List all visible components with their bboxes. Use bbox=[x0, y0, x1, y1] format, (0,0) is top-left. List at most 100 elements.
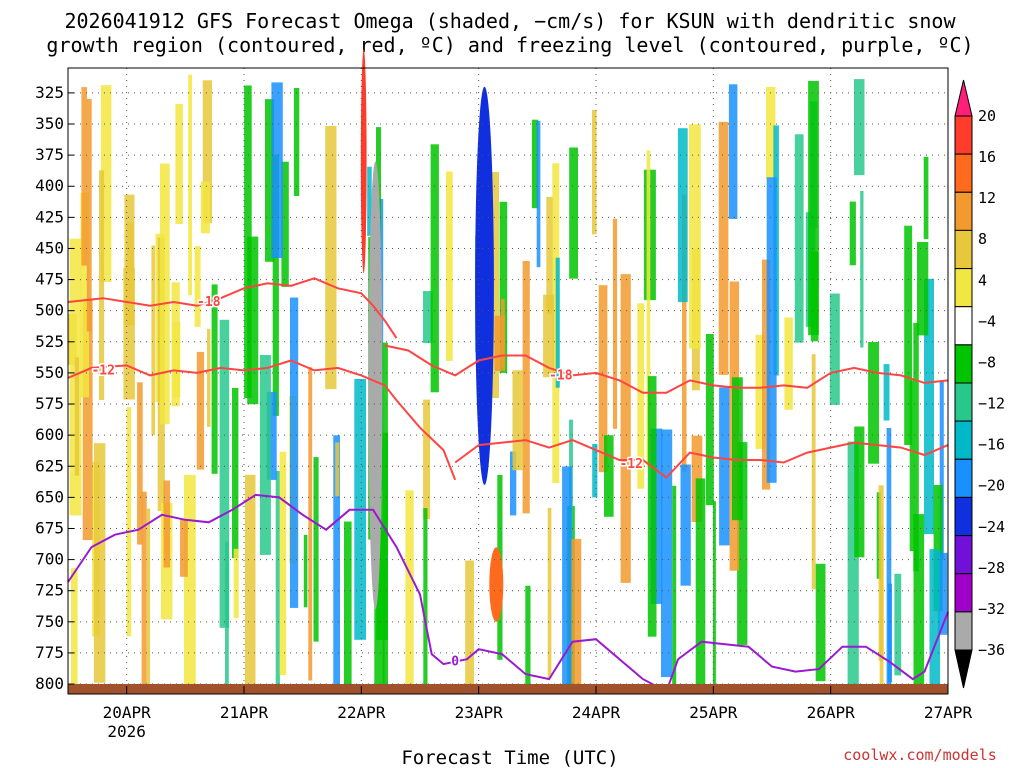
omega-streak bbox=[141, 491, 147, 694]
omega-streak bbox=[878, 485, 884, 661]
omega-streak bbox=[367, 166, 372, 236]
colorbar-label: −12 bbox=[978, 395, 1005, 413]
omega-streak bbox=[924, 278, 934, 535]
colorbar-swatch bbox=[954, 153, 973, 193]
omega-streak bbox=[933, 485, 943, 612]
omega-streak bbox=[123, 267, 135, 400]
omega-streak bbox=[71, 568, 78, 694]
omega-streak bbox=[647, 376, 657, 637]
omega-streak bbox=[175, 103, 183, 224]
omega-streak bbox=[99, 170, 105, 401]
colorbar-label: 4 bbox=[978, 271, 987, 289]
omega-streak bbox=[784, 317, 793, 410]
omega-streak bbox=[680, 464, 691, 586]
colorbar-swatch bbox=[954, 420, 973, 460]
omega-streak bbox=[279, 451, 287, 676]
omega-streak bbox=[531, 119, 539, 209]
chart-title-line2: growth region (contoured, red, ºC) and f… bbox=[46, 33, 973, 57]
omega-streak bbox=[344, 521, 352, 694]
omega-streak bbox=[909, 380, 914, 551]
colorbar-label: 20 bbox=[978, 107, 996, 125]
x-tick-label: 25APR bbox=[689, 703, 738, 722]
y-tick-label: 625 bbox=[35, 456, 64, 475]
omega-streak bbox=[93, 443, 106, 683]
y-tick-label: 575 bbox=[35, 394, 64, 413]
omega-streak bbox=[80, 192, 89, 398]
omega-streak bbox=[672, 485, 677, 694]
omega-streak bbox=[313, 457, 319, 642]
dgz-minus-18-upper bbox=[67, 277, 398, 339]
omega-streak bbox=[247, 236, 259, 405]
x-tick-label: 22APR bbox=[337, 703, 386, 722]
colorbar-swatch bbox=[954, 382, 973, 422]
omega-streak bbox=[200, 181, 210, 234]
colorbar-swatch bbox=[954, 115, 973, 155]
y-tick-label: 525 bbox=[35, 332, 64, 351]
omega-streak bbox=[829, 293, 840, 405]
omega-streak bbox=[171, 282, 180, 407]
omega-streak bbox=[525, 585, 531, 694]
dgz-minus-18-lower-label: -18 bbox=[549, 368, 573, 383]
dgz-minus-18-lower bbox=[384, 344, 949, 394]
omega-streak bbox=[180, 519, 188, 577]
plot-frame bbox=[67, 67, 949, 695]
ascent-core-22apr bbox=[368, 161, 383, 610]
omega-streak bbox=[569, 147, 578, 279]
omega-streak bbox=[522, 261, 530, 514]
omega-streak bbox=[499, 201, 508, 373]
omega-streak bbox=[929, 549, 941, 694]
omega-streak bbox=[86, 98, 92, 332]
colorbar-label: −28 bbox=[978, 559, 1005, 577]
omega-streak bbox=[293, 88, 300, 196]
omega-streak bbox=[207, 328, 211, 427]
omega-streak bbox=[854, 79, 865, 176]
omega-streak bbox=[732, 377, 743, 521]
omega-streak bbox=[303, 534, 308, 608]
colorbar-swatch bbox=[954, 611, 973, 651]
omega-streak bbox=[163, 480, 170, 568]
y-tick-label: 475 bbox=[35, 270, 64, 289]
colorbar-label: −32 bbox=[978, 600, 1005, 618]
colorbar-label: 16 bbox=[978, 148, 996, 166]
omega-streak bbox=[810, 251, 819, 342]
y-tick-label: 400 bbox=[35, 176, 64, 195]
x-tick-label: 27APR bbox=[924, 703, 973, 722]
omega-streak bbox=[592, 109, 597, 235]
omega-streak bbox=[894, 573, 902, 676]
omega-streak bbox=[325, 126, 337, 390]
omega-streak bbox=[562, 466, 572, 694]
omega-streak bbox=[184, 475, 196, 694]
omega-streak bbox=[266, 391, 277, 480]
omega-streak bbox=[494, 315, 506, 371]
omega-streak bbox=[335, 442, 340, 497]
terrain-surface bbox=[68, 684, 948, 694]
omega-streak bbox=[646, 150, 651, 467]
omega-streak bbox=[808, 80, 819, 336]
omega-streak bbox=[126, 222, 134, 273]
omega-streak bbox=[883, 364, 890, 421]
omega-streak bbox=[159, 163, 170, 425]
colorbar-bottom-arrow bbox=[954, 649, 973, 689]
freezing-level-0-label: 0 bbox=[451, 655, 459, 670]
omega-streak bbox=[100, 85, 112, 282]
omega-streak bbox=[917, 242, 929, 336]
colorbar-label: −24 bbox=[978, 518, 1005, 536]
descent-23apr-low bbox=[489, 547, 504, 622]
omega-streak bbox=[374, 525, 385, 694]
omega-streak bbox=[74, 357, 80, 476]
omega-streak bbox=[913, 514, 925, 694]
omega-streak bbox=[718, 121, 729, 375]
y-tick-label: 700 bbox=[35, 550, 64, 569]
chart-title-line1: 2026041912 GFS Forecast Omega (shaded, −… bbox=[64, 9, 956, 33]
omega-streak bbox=[661, 429, 673, 678]
colorbar-swatch bbox=[954, 458, 973, 498]
omega-streak bbox=[937, 552, 948, 635]
omega-streak bbox=[151, 245, 156, 436]
y-tick-label: 650 bbox=[35, 487, 64, 506]
omega-streak bbox=[376, 342, 388, 641]
y-tick-label: 350 bbox=[35, 114, 64, 133]
omega-streak bbox=[766, 87, 776, 180]
omega-streak bbox=[677, 128, 688, 303]
